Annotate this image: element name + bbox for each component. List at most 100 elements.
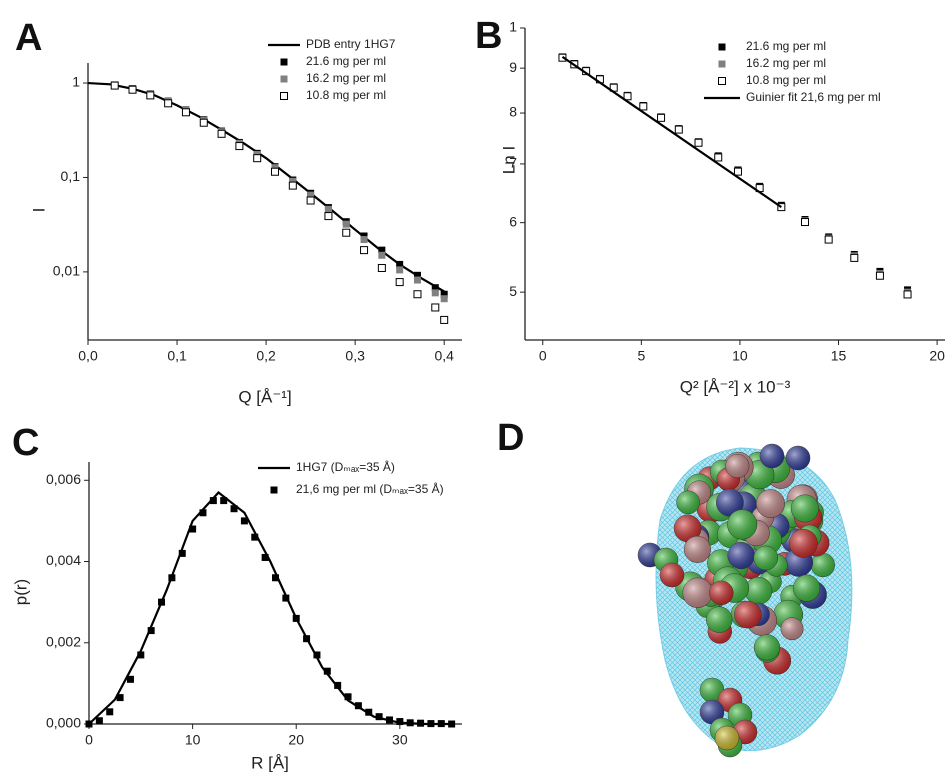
- y-tick-label: 0,004: [46, 552, 81, 568]
- point: [158, 598, 166, 606]
- point: [146, 91, 155, 100]
- point: [137, 651, 145, 659]
- point: [431, 303, 440, 312]
- point: [271, 167, 279, 176]
- point: [289, 177, 297, 185]
- point: [440, 295, 448, 303]
- x-tick-label: 0,4: [434, 348, 454, 364]
- y-tick-label: 1: [509, 19, 517, 35]
- legend-label: 10.8 mg per ml: [746, 73, 826, 87]
- point: [406, 719, 414, 727]
- point: [288, 181, 297, 190]
- x-tick-label: 0: [539, 348, 547, 364]
- point: [413, 276, 421, 284]
- atom-shade: [676, 490, 700, 514]
- x-tick-label: 20: [929, 348, 945, 364]
- y-tick-label: 8: [509, 104, 517, 120]
- point: [168, 574, 176, 582]
- point: [903, 290, 912, 299]
- point: [334, 681, 342, 689]
- panel-letter: D: [497, 417, 524, 459]
- point: [396, 260, 404, 268]
- point: [253, 154, 262, 163]
- point: [342, 228, 351, 237]
- point: [189, 525, 197, 533]
- point: [801, 218, 809, 227]
- legend-marker: [718, 77, 726, 85]
- atom-shade: [700, 700, 724, 724]
- legend-label: 21,6 mg per ml (Dₘₐₓ=35 Å): [296, 481, 444, 496]
- atom-shade: [811, 553, 835, 577]
- y-tick-label: 1: [72, 74, 80, 90]
- point: [437, 720, 445, 728]
- legend-label: 16.2 mg per ml: [746, 56, 826, 70]
- x-tick-label: 0,3: [345, 348, 365, 364]
- point: [323, 667, 331, 675]
- atom-shade: [706, 606, 733, 633]
- point: [313, 651, 321, 659]
- point: [396, 718, 404, 726]
- point: [440, 290, 448, 298]
- point: [448, 720, 456, 728]
- point: [251, 533, 259, 541]
- point: [344, 693, 352, 701]
- legend-label: PDB entry 1HG7: [306, 37, 396, 51]
- panel-letter: B: [475, 15, 502, 57]
- point: [413, 271, 421, 279]
- point: [261, 553, 269, 561]
- y-tick-label: 0,000: [46, 715, 81, 731]
- point: [694, 138, 703, 147]
- atom-shade: [674, 514, 702, 542]
- point: [307, 191, 315, 199]
- atom-shade: [660, 563, 684, 587]
- y-axis-label: p(r): [11, 579, 30, 605]
- legend-label: 16.2 mg per ml: [306, 71, 386, 85]
- point: [95, 717, 103, 725]
- point: [824, 235, 833, 244]
- x-tick-label: 10: [185, 732, 201, 748]
- atom-shade: [734, 601, 762, 629]
- point: [378, 246, 386, 254]
- point: [235, 142, 244, 151]
- atom-shade: [700, 678, 724, 702]
- point: [639, 102, 648, 111]
- x-axis-label: R [Å]: [251, 753, 289, 772]
- panel-letter: C: [12, 422, 39, 464]
- y-tick-label: 0,1: [61, 168, 81, 184]
- legend-label: 1HG7 (Dₘₐₓ=35 Å): [296, 459, 395, 474]
- point: [116, 694, 124, 702]
- point: [850, 253, 859, 262]
- y-axis-label: I: [29, 208, 48, 213]
- atom-shade: [682, 577, 713, 608]
- point: [395, 278, 404, 287]
- legend-label: 21.6 mg per ml: [306, 54, 386, 68]
- point: [230, 505, 238, 513]
- line: [87, 81, 445, 293]
- x-tick-label: 0: [85, 732, 93, 748]
- x-tick-label: 10: [732, 348, 748, 364]
- atom-shade: [716, 488, 744, 517]
- atom-shade: [684, 536, 711, 563]
- point: [199, 118, 208, 127]
- atom-shade: [793, 574, 820, 602]
- point: [377, 263, 386, 272]
- x-tick-label: 20: [288, 732, 304, 748]
- line: [88, 490, 452, 726]
- atom-shade: [715, 726, 739, 750]
- atom-shade: [709, 580, 734, 605]
- point: [360, 232, 368, 240]
- y-tick-label: 6: [509, 213, 517, 229]
- point: [875, 271, 884, 280]
- x-tick-label: 30: [392, 732, 408, 748]
- point: [306, 196, 315, 205]
- legend-label: 21.6 mg per ml: [746, 39, 826, 53]
- legend-marker: [718, 60, 726, 68]
- atom-shade: [780, 617, 804, 640]
- point: [164, 99, 173, 108]
- atom-shade: [727, 542, 755, 569]
- legend-marker: [718, 43, 726, 51]
- x-axis-label: Q [Å⁻¹]: [238, 387, 291, 406]
- point: [128, 85, 137, 94]
- point: [733, 167, 742, 176]
- point: [240, 517, 248, 525]
